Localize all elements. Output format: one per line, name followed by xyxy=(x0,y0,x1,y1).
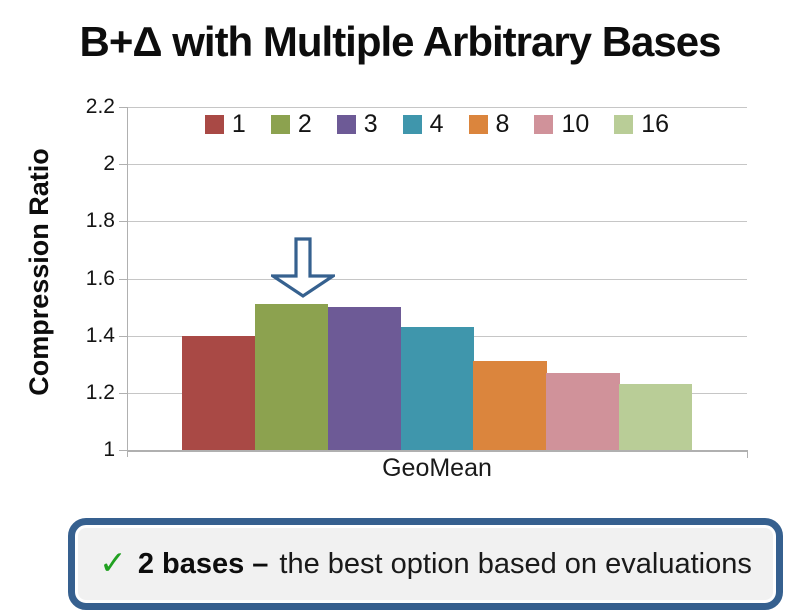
bar-8 xyxy=(473,361,547,450)
y-tick-mark xyxy=(119,392,127,394)
bar-16 xyxy=(619,384,692,450)
legend-label: 3 xyxy=(363,109,378,138)
bar-3 xyxy=(327,307,402,450)
bar-10 xyxy=(546,372,620,450)
legend-label: 4 xyxy=(429,109,444,138)
page-title: B+Δ with Multiple Arbitrary Bases xyxy=(79,18,722,65)
legend-item-2: 2 xyxy=(270,109,312,139)
y-tick-label: 1.2 xyxy=(85,380,115,404)
legend-swatch-icon xyxy=(270,114,290,134)
callout-box: ✓ 2 bases – the best option based on eva… xyxy=(68,518,783,610)
legend-swatch-icon xyxy=(614,114,634,134)
y-tick-label: 2 xyxy=(103,152,115,176)
legend-item-16: 16 xyxy=(614,110,669,139)
y-tick-label: 1.8 xyxy=(85,209,115,233)
down-arrow-icon xyxy=(271,237,335,298)
gridline xyxy=(127,221,747,223)
gridline xyxy=(127,278,747,280)
legend-label: 8 xyxy=(495,109,510,138)
y-axis-line xyxy=(127,107,128,457)
checkmark-icon: ✓ xyxy=(99,543,127,581)
bar-4 xyxy=(400,327,474,450)
y-tick-label: 1 xyxy=(103,438,115,461)
legend-item-3: 3 xyxy=(336,109,378,139)
bar-2 xyxy=(254,304,329,450)
y-tick-mark xyxy=(119,335,127,337)
y-tick-mark xyxy=(119,164,127,166)
legend-swatch-icon xyxy=(534,114,554,134)
legend-swatch-icon xyxy=(402,114,422,134)
legend-swatch-icon xyxy=(468,114,488,134)
legend-item-10: 10 xyxy=(534,110,589,139)
gridline xyxy=(127,107,747,108)
y-tick-label: 1.4 xyxy=(85,323,115,347)
x-axis-line xyxy=(127,450,747,452)
legend-label: 16 xyxy=(641,109,670,138)
legend-item-8: 8 xyxy=(468,109,510,139)
legend-item-4: 4 xyxy=(402,109,444,139)
y-tick-mark xyxy=(119,450,127,451)
bar-1 xyxy=(182,335,256,450)
legend-swatch-icon xyxy=(204,114,224,134)
y-tick-mark xyxy=(119,221,127,223)
gridline xyxy=(127,164,747,166)
y-tick-label: 1.6 xyxy=(85,266,115,290)
y-tick-mark xyxy=(119,278,127,280)
legend: 1 2 3 4 8 10 16 xyxy=(127,108,747,140)
legend-swatch-icon xyxy=(336,114,356,134)
legend-label: 1 xyxy=(231,109,246,138)
y-axis-title: Compression Ratio xyxy=(24,148,54,396)
callout-regular-text: the best option based on evaluations xyxy=(279,547,752,580)
bar-chart: Compression Ratio 1 1.2 1.4 1.6 1.8 2 2.2 1 2 3 4… xyxy=(0,90,800,510)
legend-label: 2 xyxy=(297,109,312,138)
legend-item-1: 1 xyxy=(204,109,246,139)
y-tick-mark xyxy=(119,107,127,108)
x-category-label: GeoMean xyxy=(382,454,492,482)
y-tick-label: 2.2 xyxy=(85,95,115,118)
legend-label: 10 xyxy=(561,109,590,138)
callout-bold-text: 2 bases – xyxy=(137,547,269,580)
x-axis-end-tick xyxy=(747,450,748,458)
